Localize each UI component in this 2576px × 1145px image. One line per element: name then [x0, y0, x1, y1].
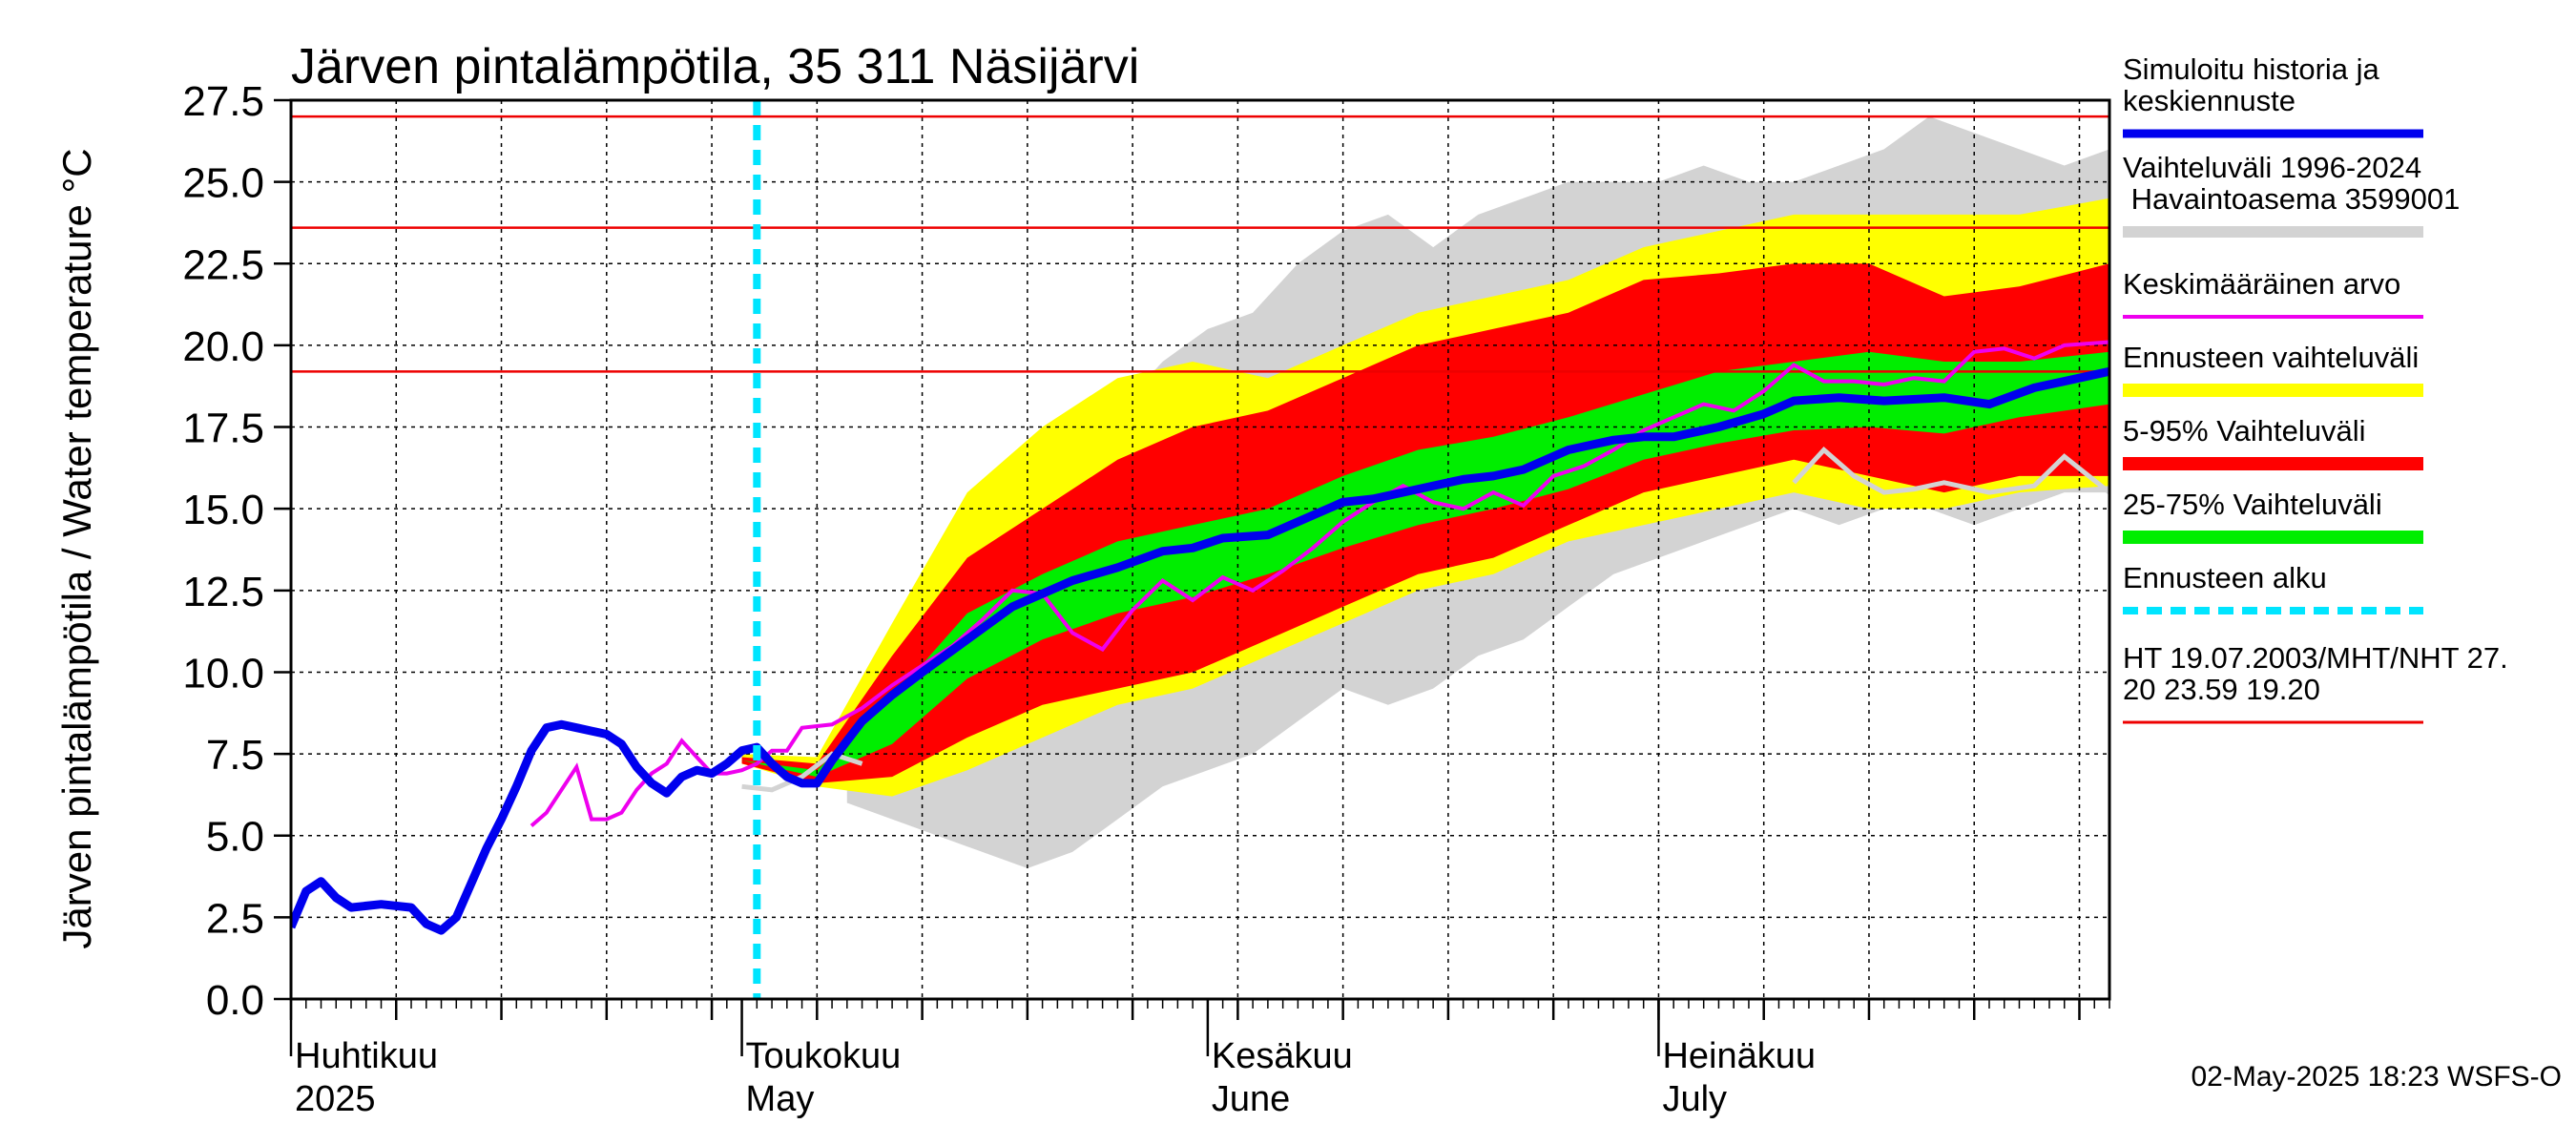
legend-label-range_hist: Vaihteluväli 1996-2024 Havaintoasema 359…	[2123, 151, 2460, 216]
p25-75-band	[741, 351, 2109, 778]
legend: Simuloitu historia ja keskiennuste Vaihtel…	[2123, 52, 2508, 724]
y-tick-label: 17.5	[182, 406, 264, 452]
y-tick-label: 0.0	[206, 977, 264, 1024]
y-axis-label: Järven pintalämpötila / Water temperatur…	[54, 148, 99, 948]
plot-frame	[289, 98, 2111, 1001]
legend-label-forecast_range: Ennusteen vaihteluväli	[2123, 341, 2419, 374]
x-month-label: Heinäkuu	[1662, 1036, 1816, 1076]
y-tick-label: 12.5	[182, 569, 264, 615]
y-tick-label: 27.5	[182, 78, 264, 125]
y-tick-label: 10.0	[182, 650, 264, 697]
y-tick-label: 7.5	[206, 732, 264, 779]
legend-label-forecast_start: Ennusteen alku	[2123, 561, 2327, 594]
y-tick-label: 5.0	[206, 814, 264, 861]
mean-line	[530, 340, 2109, 828]
x-month-label: Toukokuu	[746, 1036, 902, 1076]
y-tick-label: 2.5	[206, 895, 264, 942]
simulated-line	[291, 366, 2109, 935]
chart-title: Järven pintalämpötila, 35 311 Näsijärvi	[291, 39, 1139, 94]
y-tick-label: 25.0	[182, 160, 264, 207]
y-axis: 0.0 2.5 5.0 7.5 10.0 12.5 15.0 17.5 20.0 22.5 25.0…	[182, 78, 291, 1024]
series-lines	[291, 100, 2109, 999]
footer-timestamp: 02-May-2025 18:23 WSFS-O	[2192, 1061, 2563, 1093]
grid	[290, 99, 2109, 1000]
y-tick-label: 20.0	[182, 323, 264, 370]
legend-label-p25_75: 25-75% Vaihteluväli	[2123, 488, 2382, 521]
legend-label-mean: Keskimääräinen arvo	[2123, 267, 2400, 301]
legend-label-p5_95: 5-95% Vaihteluväli	[2123, 414, 2365, 448]
y-tick-label: 15.0	[182, 487, 264, 533]
x-month-label: Kesäkuu	[1212, 1036, 1353, 1076]
legend-label-simulated: Simuloitu historia ja keskiennuste	[2123, 52, 2380, 117]
x-month-sublabel: July	[1662, 1079, 1727, 1119]
observation-line	[741, 751, 863, 793]
x-month-label: Huhtikuu	[295, 1036, 438, 1076]
observation-line	[1792, 447, 2109, 495]
x-month-sublabel: May	[746, 1079, 815, 1119]
y-tick-label: 22.5	[182, 241, 264, 288]
legend-label-reference: HT 19.07.2003/MHT/NHT 27. 20 23.59 19.20	[2123, 641, 2508, 706]
x-month-sublabel: June	[1212, 1079, 1290, 1119]
x-month-sublabel: 2025	[295, 1079, 376, 1119]
